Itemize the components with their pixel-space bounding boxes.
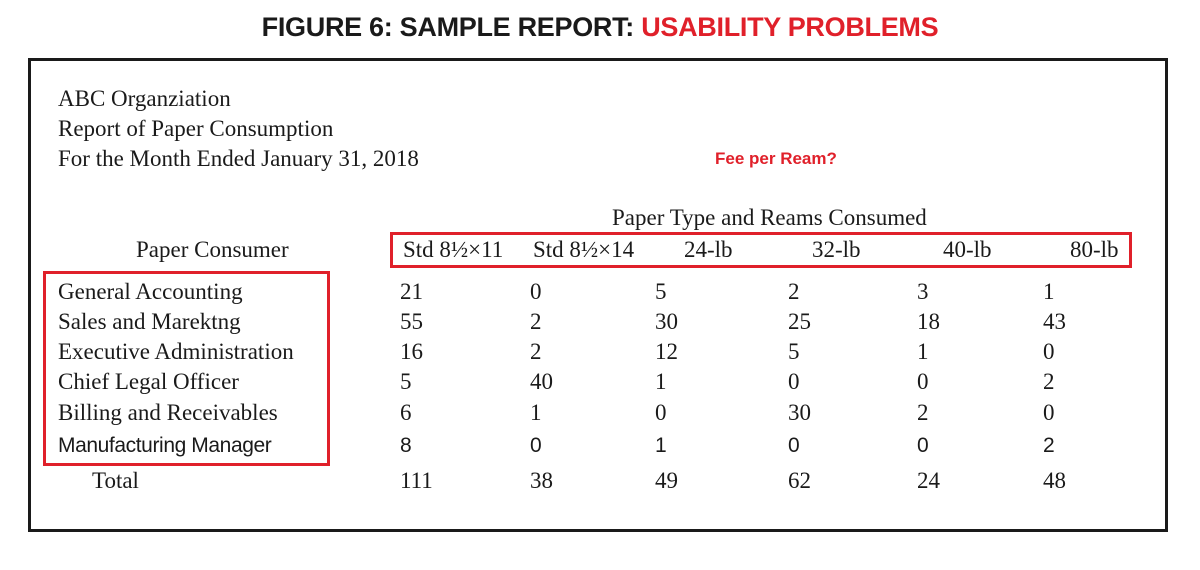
- column-header-std-8x14: Std 8½×14: [533, 237, 635, 262]
- table-cell: 8: [400, 434, 412, 457]
- report-period: For the Month Ended January 31, 2018: [58, 146, 419, 171]
- figure-title-highlight: USABILITY PROBLEMS: [641, 12, 939, 42]
- table-cell: 30: [788, 400, 811, 425]
- table-cell: 3: [917, 279, 929, 304]
- column-header-32lb: 32-lb: [812, 237, 861, 262]
- row-labels-highlight: [43, 271, 330, 466]
- table-cell: 0: [1043, 400, 1055, 425]
- table-cell: 0: [917, 369, 929, 394]
- table-cell: 0: [1043, 339, 1055, 364]
- table-cell: 16: [400, 339, 423, 364]
- column-header-24lb: 24-lb: [684, 237, 733, 262]
- table-cell: 2: [1043, 369, 1055, 394]
- table-cell: 18: [917, 309, 940, 334]
- total-cell: 48: [1043, 468, 1066, 493]
- row-label-executive-administration: Executive Administration: [58, 339, 294, 364]
- total-cell: 24: [917, 468, 940, 493]
- table-cell: 25: [788, 309, 811, 334]
- column-headers-highlight: [390, 232, 1132, 268]
- table-cell: 2: [530, 339, 542, 364]
- total-cell: 111: [400, 468, 433, 493]
- table-cell: 5: [400, 369, 412, 394]
- figure-title-prefix: FIGURE 6: SAMPLE REPORT:: [261, 12, 635, 42]
- table-cell: 5: [788, 339, 800, 364]
- paper-consumer-header: Paper Consumer: [136, 237, 289, 262]
- table-cell: 1: [1043, 279, 1055, 304]
- row-label-manufacturing-manager: Manufacturing Manager: [58, 434, 272, 457]
- column-header-80lb: 80-lb: [1070, 237, 1119, 262]
- table-cell: 0: [917, 434, 929, 457]
- table-cell: 12: [655, 339, 678, 364]
- table-cell: 0: [655, 400, 667, 425]
- row-label-chief-legal-officer: Chief Legal Officer: [58, 369, 239, 394]
- table-cell: 5: [655, 279, 667, 304]
- total-cell: 38: [530, 468, 553, 493]
- fee-per-ream-annotation: Fee per Ream?: [715, 149, 837, 168]
- table-cell: 2: [530, 309, 542, 334]
- table-cell: 2: [1043, 434, 1055, 457]
- table-cell: 1: [530, 400, 542, 425]
- table-cell: 1: [917, 339, 929, 364]
- table-cell: 1: [655, 434, 667, 457]
- total-row-label: Total: [92, 468, 139, 493]
- total-cell: 49: [655, 468, 678, 493]
- table-cell: 43: [1043, 309, 1066, 334]
- row-label-billing-and-receivables: Billing and Receivables: [58, 400, 278, 425]
- table-cell: 0: [530, 279, 542, 304]
- paper-type-group-header: Paper Type and Reams Consumed: [612, 205, 927, 230]
- report-title: Report of Paper Consumption: [58, 116, 334, 141]
- table-cell: 0: [788, 434, 800, 457]
- table-cell: 40: [530, 369, 553, 394]
- row-label-general-accounting: General Accounting: [58, 279, 243, 304]
- table-cell: 6: [400, 400, 412, 425]
- table-cell: 0: [530, 434, 542, 457]
- report-frame: [28, 58, 1168, 532]
- table-cell: 0: [788, 369, 800, 394]
- column-header-40lb: 40-lb: [943, 237, 992, 262]
- table-cell: 2: [788, 279, 800, 304]
- table-cell: 55: [400, 309, 423, 334]
- table-cell: 2: [917, 400, 929, 425]
- total-cell: 62: [788, 468, 811, 493]
- table-cell: 1: [655, 369, 667, 394]
- column-header-std-8x11: Std 8½×11: [403, 237, 504, 262]
- row-label-sales-and-marketing: Sales and Marektng: [58, 309, 241, 334]
- figure-title: FIGURE 6: SAMPLE REPORT: USABILITY PROBL…: [0, 12, 1200, 43]
- report-organization: ABC Organziation: [58, 86, 231, 111]
- table-cell: 30: [655, 309, 678, 334]
- table-cell: 21: [400, 279, 423, 304]
